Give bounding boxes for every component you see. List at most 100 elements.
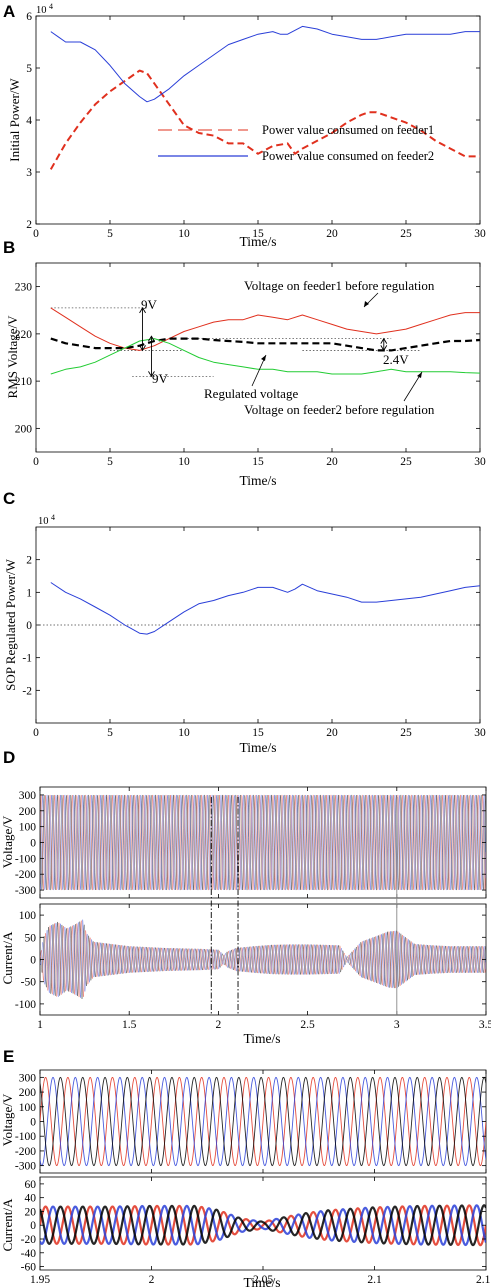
y-tick-label: 200 [19,1087,37,1099]
y-tick-label: 100 [19,910,37,922]
label-feeder1-voltage: Voltage on feeder1 before regulation [244,278,435,293]
x-tick-label: 2.05 [253,1274,273,1286]
y-tick-label: 40 [25,1193,37,1205]
arrow-9v-lower-head [148,371,155,378]
arrow-9v-upper-head [139,345,146,352]
x-tick-label: 5 [107,727,113,739]
legend-label-feeder1: Power value consumed on feeder1 [262,123,434,137]
y-tick-label: -300 [15,885,36,897]
x-axis-label: Time/s [243,1275,280,1288]
panel-letter: E [3,1047,14,1066]
y-axis-label: Initial Power/W [7,78,22,162]
x-tick-label: 2.5 [300,1019,315,1031]
exponent-label: 10 [38,516,49,527]
label-feeder2-voltage: Voltage on feeder2 before regulation [244,402,435,417]
annotation-9v-lower: 9V [152,371,169,386]
pointer-feeder2-head [417,372,422,378]
y-tick-label: -100 [15,1131,36,1143]
exponent-sup: 4 [51,513,55,522]
series-line-2 [50,25,480,103]
exponent-label: 10 [36,5,47,16]
y-tick-label: 5 [26,63,32,75]
y-tick-label: 100 [19,1102,37,1114]
y-tick-label: 300 [19,1072,37,1084]
y-tick-label: -20 [21,1234,37,1246]
panel-e-voltage-phase-2 [40,1076,486,1167]
y-tick-label: -1 [22,653,32,665]
arrow-9v-lower-head [148,335,155,342]
x-tick-label: 2 [149,1274,155,1286]
panel-d-voltage-phase-1 [40,794,486,891]
y-tick-label: -2 [22,685,32,697]
x-axis-label: Time/s [239,234,276,249]
y-tick-label: 200 [19,806,37,818]
x-tick-label: 5 [107,228,113,240]
x-tick-label: 3.5 [479,1019,491,1031]
panel-d-voltage-phase-2 [40,794,486,891]
panel-a-axes [35,15,481,225]
series-line-1 [49,69,480,170]
x-axis-label: Time/s [239,473,276,488]
x-tick-label: 30 [474,228,486,240]
panel-letter: A [3,2,15,21]
y-tick-label: -200 [15,1146,36,1158]
y-axis-label: Voltage/V [0,815,15,868]
x-tick-label: 30 [474,456,486,468]
panel-d-current-group [40,919,486,999]
panel-d-current-phase-2 [40,919,486,998]
arrow-2-4v-head [380,337,388,344]
x-tick-label: 20 [326,456,338,468]
y-tick-label: 0 [30,1220,36,1232]
panel-e-current-phase-3 [40,1204,486,1247]
y-tick-label: 2 [26,219,32,231]
panel-e-current-phase-1 [40,1204,486,1247]
x-tick-label: 5 [107,456,113,468]
x-tick-label: 25 [400,727,412,739]
y-tick-label: 2 [26,555,32,567]
pointer-regulated-head [261,355,266,361]
y-axis-label: SOP Regulated Power/W [3,558,18,690]
x-tick-label: 15 [252,228,264,240]
y-tick-label: -50 [21,977,37,989]
y-tick-label: 100 [19,822,37,834]
y-tick-label: 0 [26,620,32,632]
x-tick-label: 0 [33,228,39,240]
exponent-sup: 4 [49,2,53,11]
x-tick-label: 2.1 [367,1274,382,1286]
panel-e-voltage-phase-1 [40,1076,486,1167]
series-line-2 [50,337,481,352]
arrow-2-4v-head [380,345,388,352]
x-tick-label: 1.5 [122,1019,137,1031]
y-tick-label: 4 [26,115,32,127]
y-tick-label: -100 [15,853,36,865]
y-tick-label: 20 [25,1206,37,1218]
x-tick-label: 15 [252,456,264,468]
annotation-2-4v: 2.4V [383,352,409,367]
panel-e-voltage-phase-3 [40,1076,486,1167]
panel-e-current-phase-2 [40,1204,486,1247]
x-tick-label: 10 [178,727,190,739]
panel-e-current-group [40,1204,486,1247]
series-line-1 [50,307,480,351]
x-tick-label: 25 [400,228,412,240]
y-tick-label: -200 [15,869,36,881]
x-tick-label: 2.15 [476,1274,491,1286]
x-tick-label: 30 [474,727,486,739]
x-tick-label: 15 [252,727,264,739]
panel-letter: B [3,238,15,257]
panel-letter: C [3,489,15,508]
y-axis-label: Voltage/V [0,1093,15,1146]
y-tick-label: 1 [26,587,32,599]
y-tick-label: 210 [15,376,33,388]
y-tick-label: 0 [30,838,36,850]
panel-letter: D [3,748,15,767]
x-tick-label: 20 [326,727,338,739]
y-tick-label: 220 [15,329,33,341]
y-tick-label: 50 [25,932,37,944]
x-tick-label: 2 [216,1019,222,1031]
y-tick-label: 230 [15,282,33,294]
arrow-9v-upper-head [139,307,146,314]
x-tick-label: 1.95 [30,1274,50,1286]
y-tick-label: 0 [30,955,36,967]
